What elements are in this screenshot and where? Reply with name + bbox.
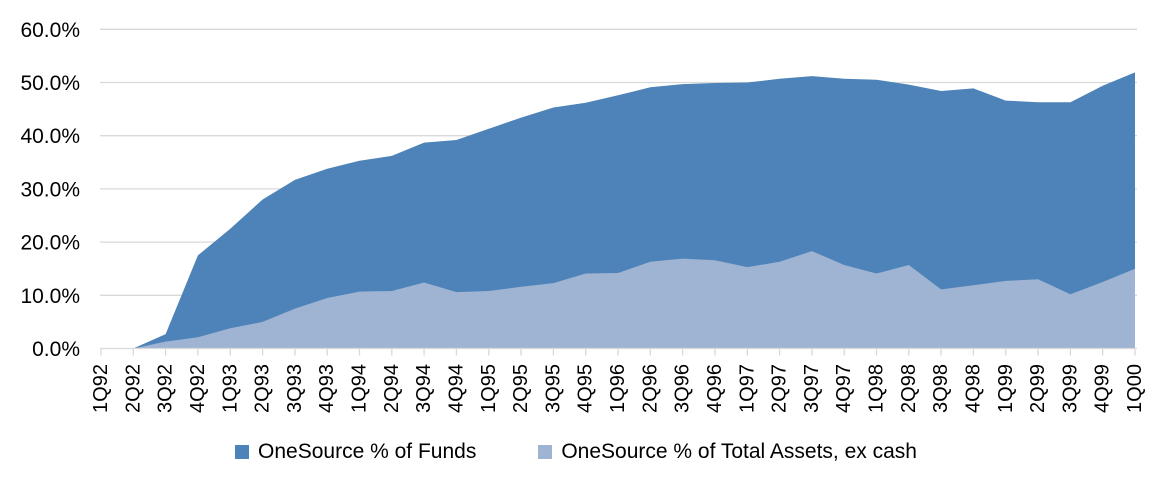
x-axis-label: 4Q99 [1092,364,1114,413]
legend-item-assets: OneSource % of Total Assets, ex cash [538,440,917,464]
legend-label-funds: OneSource % of Funds [258,440,477,463]
x-axis-label: 1Q93 [219,364,241,413]
x-axis-label: 4Q97 [833,364,855,413]
y-axis-label: 60.0% [20,19,80,42]
x-axis-label: 3Q97 [801,364,823,413]
x-axis-label: 2Q93 [252,364,274,413]
y-axis-label: 30.0% [20,178,80,201]
legend-swatch-assets [538,445,553,459]
y-axis-label: 0.0% [32,338,80,361]
x-axis-label: 4Q95 [575,364,597,413]
x-axis-label: 3Q95 [542,364,564,413]
x-axis-label: 1Q92 [90,364,112,413]
legend-swatch-funds [235,445,250,459]
x-axis-label: 1Q99 [995,364,1017,413]
plot-area: 0.0% 10.0% 20.0% 30.0% 40.0% 50.0% 60.0% 1Q92 2Q… [20,19,1146,413]
x-axis-label: 1Q97 [736,364,758,413]
legend-item-funds: OneSource % of Funds [235,440,476,464]
y-axis-label: 20.0% [20,232,80,255]
y-axis-label: 10.0% [20,285,80,308]
x-axis-label: 4Q98 [962,364,984,413]
x-axis-label: 1Q98 [866,364,888,413]
x-axis-label: 2Q92 [122,364,144,413]
y-axis-label: 50.0% [20,72,80,95]
x-axis-label: 2Q95 [510,364,532,413]
x-axis-label: 2Q98 [898,364,920,413]
x-axis-label: 2Q99 [1027,364,1049,413]
x-axis-label: 3Q93 [284,364,306,413]
x-axis-label: 1Q96 [607,364,629,413]
x-axis-label: 2Q97 [769,364,791,413]
x-axis-label: 4Q92 [187,364,209,413]
x-axis-label: 4Q96 [704,364,726,413]
x-axis-label: 3Q96 [672,364,694,413]
x-axis-label: 3Q94 [413,364,435,413]
x-axis-label: 3Q92 [155,364,177,413]
x-axis-label: 4Q94 [445,364,467,413]
x-axis-label: 2Q96 [639,364,661,413]
y-axis-label: 40.0% [20,125,80,148]
x-axis-label: 2Q94 [381,364,403,413]
x-axis-label: 4Q93 [316,364,338,413]
chart-legend: OneSource % of Funds OneSource % of Tota… [0,440,1152,464]
x-axis-label: 1Q00 [1124,364,1146,413]
series-area-assets [101,251,1135,349]
x-axis-label: 1Q95 [478,364,500,413]
legend-label-assets: OneSource % of Total Assets, ex cash [561,440,917,463]
x-axis-label: 1Q94 [349,364,371,413]
x-axis-label: 3Q98 [930,364,952,413]
x-axis-label: 3Q99 [1059,364,1081,413]
